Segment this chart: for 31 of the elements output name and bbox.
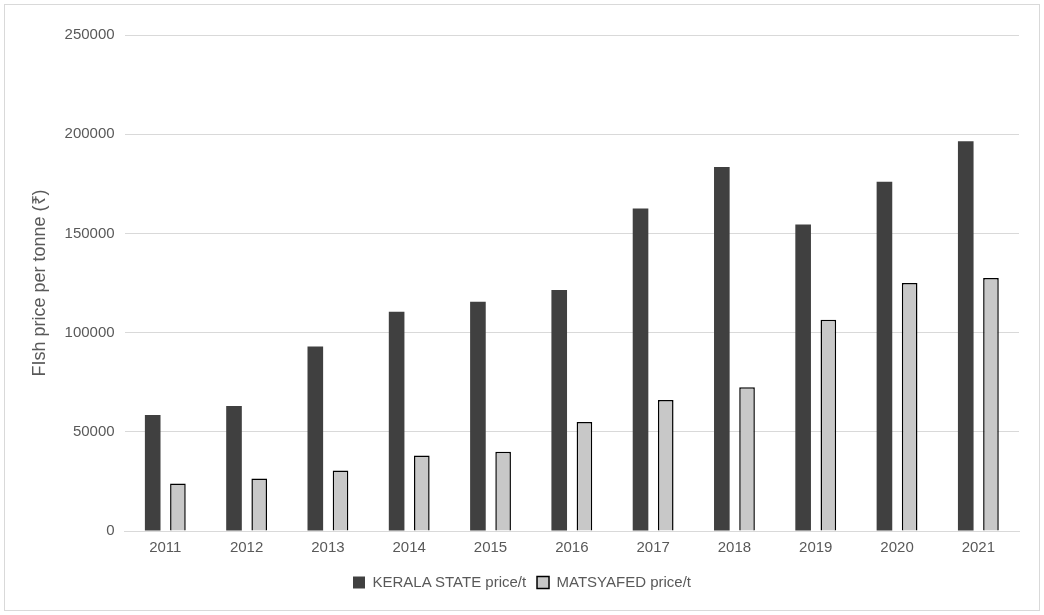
legend-label: MATSYAFED price/t bbox=[556, 572, 692, 590]
x-tick-label: 2013 bbox=[311, 538, 345, 556]
bar bbox=[551, 289, 568, 531]
x-tick-label: 2021 bbox=[961, 538, 996, 556]
x-tick-label: 2017 bbox=[636, 538, 670, 556]
x-tick-label: 2015 bbox=[473, 538, 508, 556]
bar bbox=[795, 224, 811, 531]
bar bbox=[307, 346, 324, 531]
y-tick-label: 150000 bbox=[64, 223, 115, 241]
y-tick-label: 50000 bbox=[72, 421, 115, 439]
bar bbox=[632, 208, 649, 531]
bar bbox=[388, 311, 405, 531]
y-tick-label: 0 bbox=[106, 521, 115, 539]
legend-label: KERALA STATE price/t bbox=[372, 572, 528, 590]
x-tick-label: 2014 bbox=[392, 538, 426, 556]
bar bbox=[876, 181, 893, 531]
bar bbox=[144, 414, 161, 531]
bar bbox=[470, 301, 486, 531]
y-tick-label: 100000 bbox=[64, 322, 115, 340]
x-tick-label: 2016 bbox=[555, 538, 589, 556]
x-tick-label: 2012 bbox=[229, 538, 264, 556]
bar bbox=[714, 166, 730, 531]
y-axis-title: FIsh price per tonne (₹) bbox=[28, 189, 49, 377]
y-tick-label: 250000 bbox=[64, 25, 115, 43]
x-tick-label: 2020 bbox=[880, 538, 914, 556]
x-tick-label: 2011 bbox=[149, 538, 182, 556]
x-tick-label: 2018 bbox=[717, 538, 752, 556]
y-tick-label: 200000 bbox=[64, 124, 115, 142]
bar bbox=[957, 141, 974, 531]
bar bbox=[226, 406, 242, 531]
x-tick-label: 2019 bbox=[799, 538, 833, 556]
